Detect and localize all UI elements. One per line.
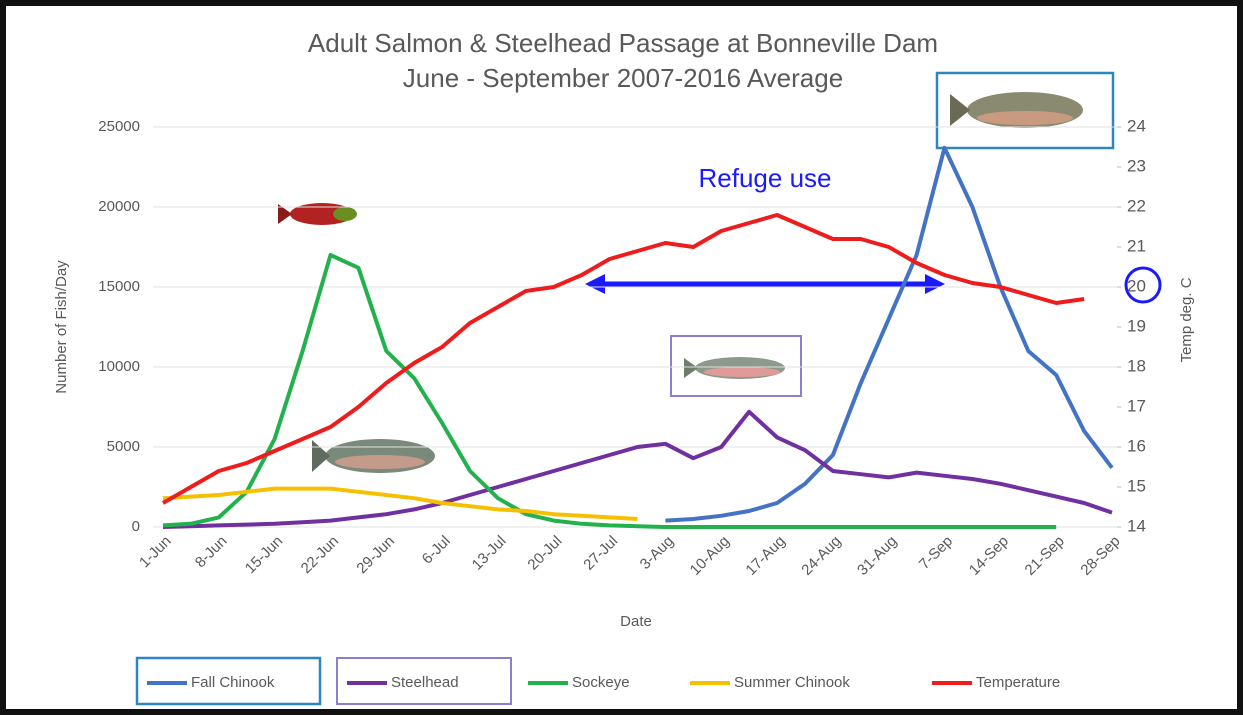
y-tick-label: 20000	[98, 198, 140, 215]
chart-subtitle: June - September 2007-2016 Average	[403, 63, 843, 93]
legend-label: Temperature	[976, 674, 1060, 691]
legend-highlight	[336, 657, 512, 705]
y2-tick-label: 24	[1127, 116, 1146, 135]
sockeye-image	[278, 203, 357, 225]
fall-chinook-image	[950, 92, 1083, 128]
legend-highlight	[135, 656, 322, 706]
highlight-circle	[1124, 266, 1162, 304]
x-axis-label: Date	[620, 613, 652, 630]
y2-tick-label: 15	[1127, 476, 1146, 495]
y2-tick-label: 21	[1127, 236, 1146, 255]
series-line	[162, 213, 1085, 505]
series-line	[162, 486, 638, 521]
y2-tick-label: 20	[1127, 276, 1146, 295]
series-line	[665, 145, 1114, 523]
y2-tick-label: 23	[1127, 156, 1146, 175]
y-tick-label: 15000	[98, 278, 140, 295]
series-line	[162, 409, 1113, 529]
refuge-arrow	[585, 274, 945, 294]
steelhead-image	[684, 357, 785, 379]
y2-tick-label: 14	[1127, 516, 1146, 535]
y-tick-label: 25000	[98, 118, 140, 135]
y2-tick-label: 17	[1127, 396, 1146, 415]
y2-tick-label: 22	[1127, 196, 1146, 215]
y-axis-label: Number of Fish/Day	[53, 260, 70, 394]
y2-axis-label: Temp deg. C	[1178, 277, 1195, 362]
legend-label: Summer Chinook	[734, 674, 850, 691]
annotation: Refuge use	[699, 163, 832, 193]
y2-tick-label: 16	[1127, 436, 1146, 455]
series-line	[162, 253, 1057, 529]
y2-tick-label: 18	[1127, 356, 1146, 375]
steelhead-image-box	[670, 335, 802, 397]
legend-label: Steelhead	[391, 674, 459, 691]
y2-tick-label: 19	[1127, 316, 1146, 335]
legend-label: Sockeye	[572, 674, 630, 691]
y-tick-label: 5000	[107, 438, 140, 455]
fall-chinook-image-box	[935, 71, 1115, 150]
y-tick-label: 0	[132, 518, 140, 535]
y-tick-label: 10000	[98, 358, 140, 375]
legend-label: Fall Chinook	[191, 674, 275, 691]
chart-title: Adult Salmon & Steelhead Passage at Bonn…	[308, 28, 938, 58]
